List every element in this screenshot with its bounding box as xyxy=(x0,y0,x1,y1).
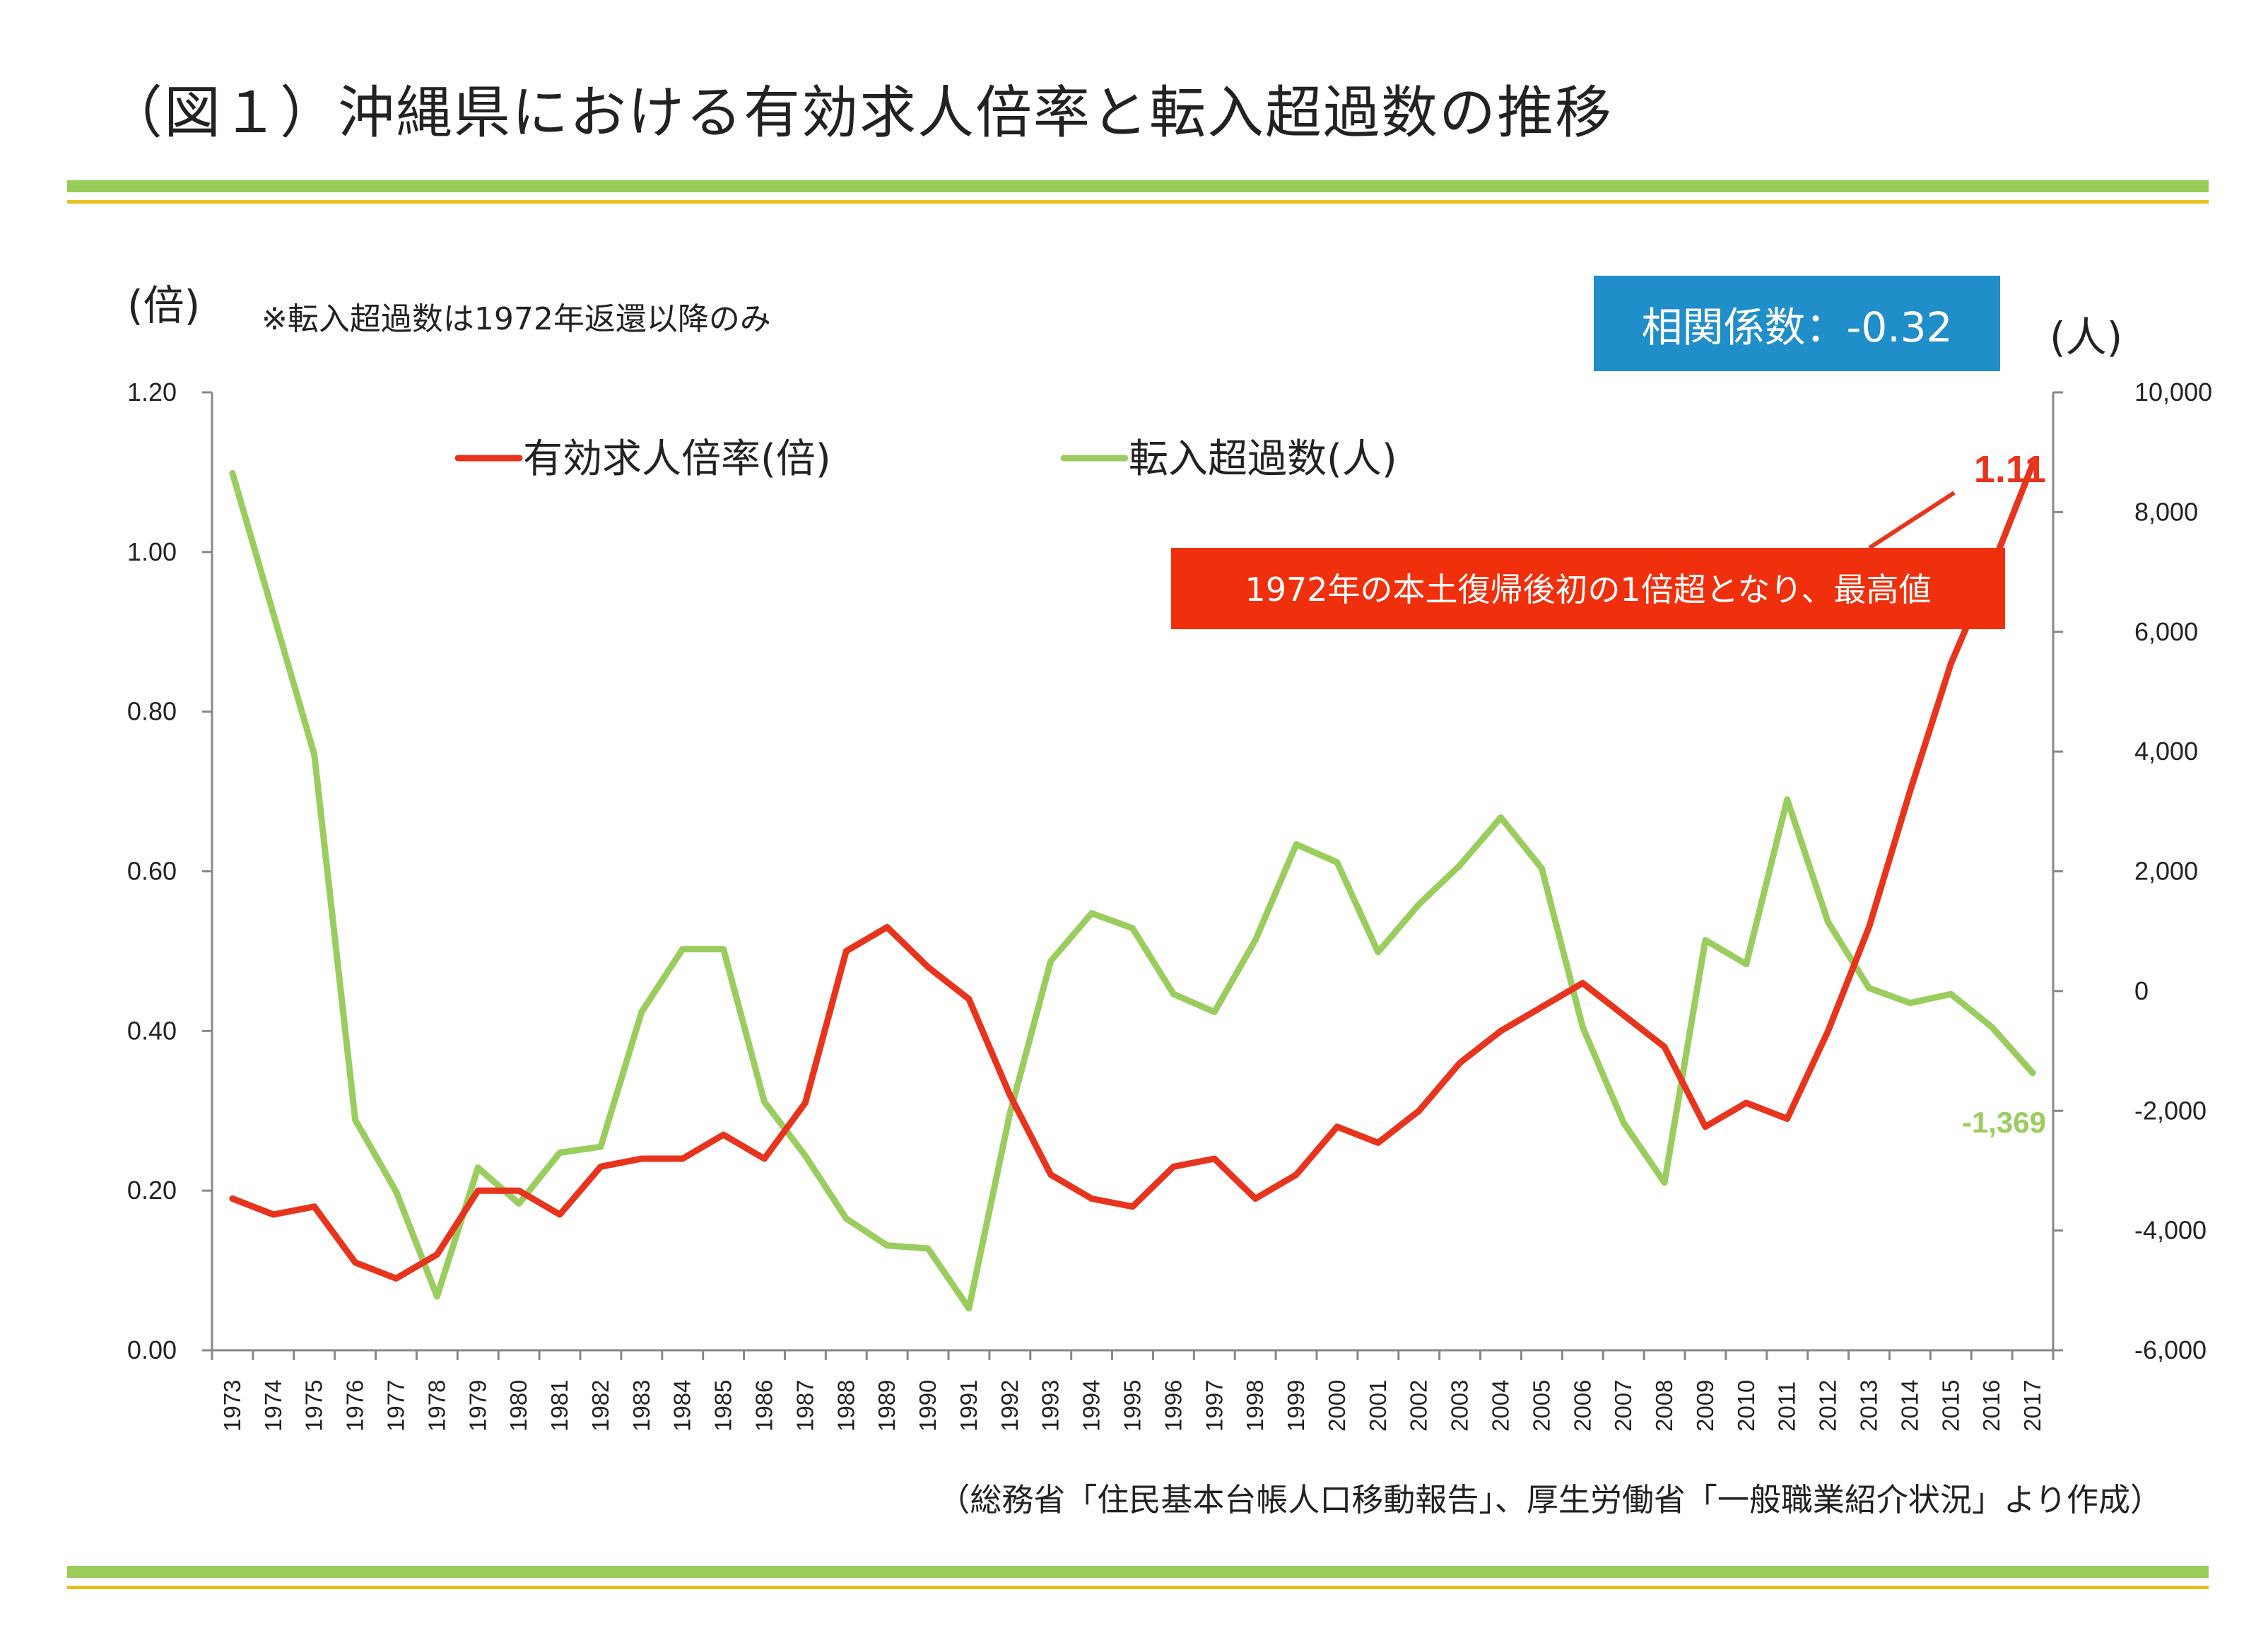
x-axis-tick-label: 1985 xyxy=(710,1380,736,1432)
left-axis-tick-label: 0.20 xyxy=(127,1176,177,1205)
x-axis-tick-label: 1979 xyxy=(464,1380,490,1432)
left-axis-tick-label: 1.20 xyxy=(127,378,177,406)
x-axis-tick-label: 1992 xyxy=(997,1380,1023,1432)
x-axis-tick-label: 1982 xyxy=(587,1380,613,1432)
right-axis-unit: (人) xyxy=(2050,313,2123,361)
x-axis-tick-label: 1986 xyxy=(751,1380,777,1432)
right-axis-tick-label: 10,000 xyxy=(2134,378,2212,406)
x-axis-tick-label: 2012 xyxy=(1815,1380,1841,1432)
x-axis-tick-label: 2014 xyxy=(1896,1380,1922,1432)
top-rule-yellow xyxy=(67,200,2209,204)
x-axis-tick-label: 1995 xyxy=(1120,1380,1146,1432)
top-rule-green xyxy=(67,180,2209,192)
footnote-note: ※転入超過数は1972年返還以降のみ xyxy=(262,301,771,337)
right-axis-tick-label: 0 xyxy=(2134,976,2149,1005)
correlation-label: 相関係数：-0.32 xyxy=(1641,303,1953,351)
legend-net-migration-label: 転入超過数(人) xyxy=(1129,436,1397,482)
left-axis-tick-label: 0.80 xyxy=(127,697,177,726)
left-axis-tick-label: 1.00 xyxy=(127,537,177,566)
right-axis-tick-label: -4,000 xyxy=(2134,1216,2207,1245)
right-axis-tick-label: -6,000 xyxy=(2134,1335,2207,1364)
x-axis-tick-label: 2007 xyxy=(1610,1380,1636,1432)
left-axis-unit: (倍) xyxy=(127,281,201,329)
source-credit: （総務省「住民基本台帳人口移動報告」、厚生労働省「一般職業紹介状況」より作成） xyxy=(938,1481,2162,1519)
x-axis-tick-label: 2017 xyxy=(2019,1380,2045,1432)
peak-value-label: 1.11 xyxy=(1974,448,2046,491)
bottom-rule-yellow xyxy=(67,1586,2209,1589)
x-axis-tick-label: 2001 xyxy=(1365,1380,1391,1432)
x-axis-tick-label: 1996 xyxy=(1160,1380,1186,1432)
x-axis-tick-label: 2015 xyxy=(1937,1380,1963,1432)
left-axis-tick-label: 0.60 xyxy=(127,857,177,886)
x-axis-tick-label: 2006 xyxy=(1569,1380,1595,1432)
series-line-job-ratio xyxy=(229,461,2036,1282)
x-axis-tick-label: 1998 xyxy=(1242,1380,1268,1432)
x-axis-tick-label: 2009 xyxy=(1692,1380,1718,1432)
x-axis-tick-label: 1989 xyxy=(874,1380,900,1432)
x-axis-tick-label: 2016 xyxy=(1978,1380,2004,1432)
x-axis-tick-label: 1974 xyxy=(260,1380,286,1432)
x-axis-tick-label: 1999 xyxy=(1283,1380,1309,1432)
x-axis-tick-label: 1993 xyxy=(1038,1380,1064,1432)
right-axis-tick-label: 8,000 xyxy=(2134,497,2198,526)
x-axis-tick-label: 2004 xyxy=(1488,1380,1514,1432)
right-axis-tick-label: -2,000 xyxy=(2134,1096,2207,1125)
x-axis-tick-label: 1988 xyxy=(833,1380,859,1432)
x-axis-tick-label: 1983 xyxy=(628,1380,654,1432)
x-axis-tick-label: 2002 xyxy=(1406,1380,1432,1432)
x-axis-tick-label: 1987 xyxy=(792,1380,818,1432)
left-axis-tick-label: 0.40 xyxy=(127,1016,177,1045)
peak-callout-box xyxy=(1171,548,2005,629)
last-migration-value-label: -1,369 xyxy=(1962,1106,2046,1139)
peak-leader-line xyxy=(1868,491,1956,550)
x-axis-tick-label: 1994 xyxy=(1079,1380,1105,1432)
page-title: （図１）沖縄県における有効求人倍率と転入超過数の推移 xyxy=(106,80,1613,146)
x-axis-tick-label: 1990 xyxy=(915,1380,941,1432)
x-axis-tick-label: 2010 xyxy=(1733,1380,1759,1432)
x-axis-tick-label: 2011 xyxy=(1774,1381,1800,1432)
x-axis-tick-label: 1977 xyxy=(383,1380,409,1432)
right-axis-tick-label: 4,000 xyxy=(2134,737,2198,766)
left-axis-tick-label: 0.00 xyxy=(127,1335,177,1364)
peak-callout-text: 1972年の本土復帰後初の1倍超となり、最高値 xyxy=(1245,571,1931,609)
x-axis-tick-label: 1978 xyxy=(423,1380,450,1432)
x-axis-tick-label: 1981 xyxy=(546,1380,572,1432)
right-axis-tick-label: 6,000 xyxy=(2134,617,2198,646)
x-axis-tick-label: 1980 xyxy=(505,1380,531,1432)
bottom-rule-green xyxy=(67,1566,2209,1578)
x-axis-tick-label: 1973 xyxy=(219,1380,245,1432)
x-axis-tick-label: 1991 xyxy=(956,1380,982,1432)
x-axis-tick-label: 1984 xyxy=(669,1380,695,1432)
x-axis-tick-label: 2000 xyxy=(1324,1380,1350,1432)
right-axis-tick-label: 2,000 xyxy=(2134,857,2198,886)
series-line-net-migration xyxy=(229,469,2036,1312)
legend-job-ratio-label: 有効求人倍率(倍) xyxy=(523,436,831,482)
x-axis-tick-label: 1997 xyxy=(1201,1380,1227,1432)
x-axis-tick-label: 2005 xyxy=(1528,1380,1554,1432)
x-axis-tick-label: 2008 xyxy=(1651,1380,1677,1432)
correlation-badge: 相関係数：-0.32 xyxy=(1594,276,2000,371)
x-axis-tick-label: 1975 xyxy=(301,1380,327,1432)
x-axis-tick-label: 1976 xyxy=(342,1380,368,1432)
x-axis-tick-label: 2013 xyxy=(1856,1380,1882,1432)
x-axis-tick-label: 2003 xyxy=(1447,1380,1473,1432)
